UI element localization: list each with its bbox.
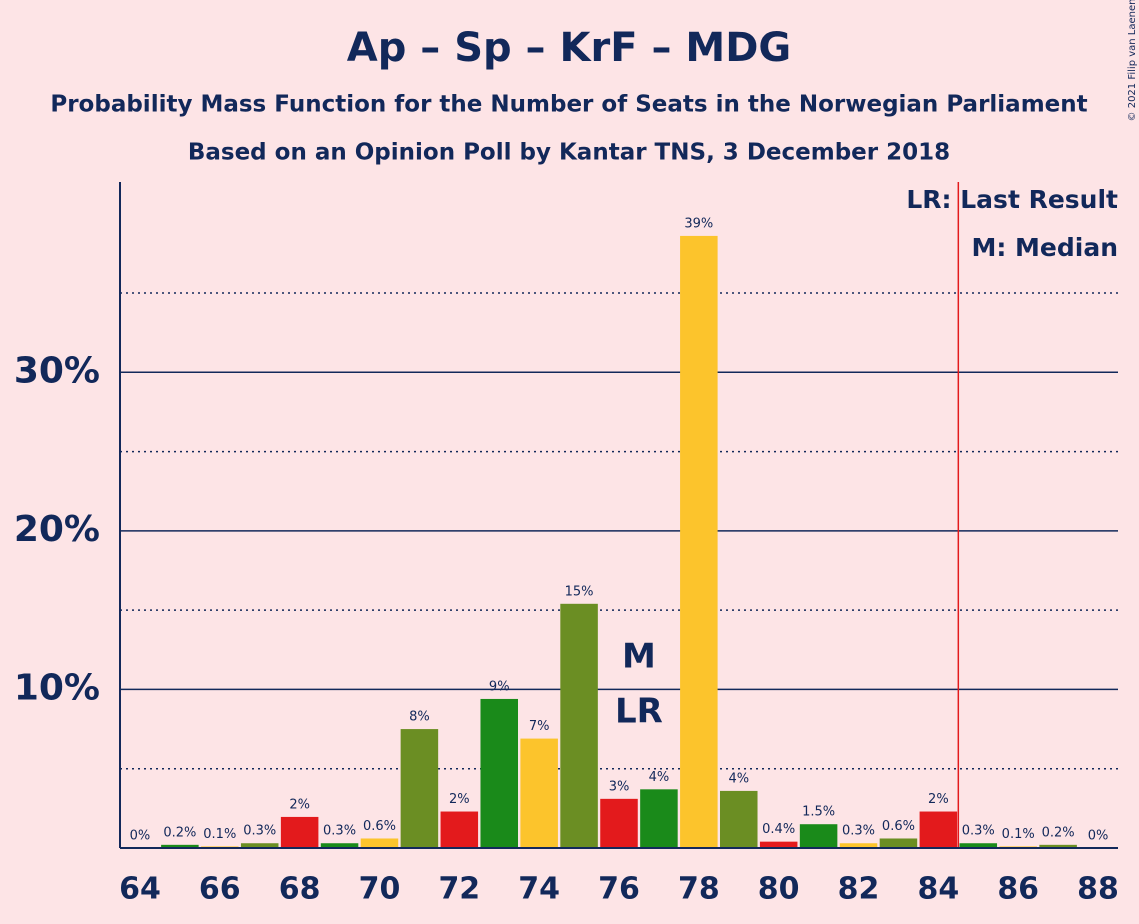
bar bbox=[280, 816, 319, 848]
bar bbox=[480, 698, 519, 848]
value-label: 0.2% bbox=[163, 825, 196, 840]
value-label: 9% bbox=[489, 679, 510, 694]
value-label: 0.3% bbox=[323, 824, 356, 839]
median-marker: M bbox=[622, 637, 656, 677]
value-label: 2% bbox=[289, 797, 310, 812]
value-label: 0.4% bbox=[762, 822, 795, 837]
value-label: 0.6% bbox=[363, 819, 396, 834]
bar bbox=[520, 738, 558, 848]
x-tick-label: 88 bbox=[1077, 872, 1119, 907]
value-label: 0.6% bbox=[882, 819, 915, 834]
chart-title: Ap – Sp – KrF – MDG bbox=[347, 25, 791, 71]
x-tick-label: 66 bbox=[199, 872, 241, 907]
chart-subtitle: Probability Mass Function for the Number… bbox=[50, 92, 1087, 118]
bar bbox=[440, 811, 479, 848]
bar bbox=[759, 841, 798, 848]
value-label: 2% bbox=[449, 792, 470, 807]
bar bbox=[1039, 844, 1077, 848]
value-label: 0.3% bbox=[962, 824, 995, 839]
x-tick-label: 64 bbox=[119, 872, 161, 907]
bar bbox=[400, 729, 439, 848]
y-tick-label: 10% bbox=[14, 667, 100, 708]
value-label: 4% bbox=[649, 770, 670, 785]
bar bbox=[799, 824, 838, 848]
value-label: 2% bbox=[928, 792, 949, 807]
x-tick-label: 68 bbox=[279, 872, 321, 907]
bar bbox=[839, 843, 878, 848]
x-tick-label: 84 bbox=[917, 872, 959, 907]
x-tick-label: 72 bbox=[438, 872, 480, 907]
value-label: 0.1% bbox=[203, 827, 236, 842]
bar bbox=[959, 843, 998, 848]
value-label: 0.1% bbox=[1002, 827, 1035, 842]
bar bbox=[600, 798, 638, 848]
x-tick-label: 86 bbox=[997, 872, 1039, 907]
bar bbox=[161, 844, 199, 848]
chart-subtitle: Based on an Opinion Poll by Kantar TNS, … bbox=[188, 140, 950, 166]
value-label: 0% bbox=[130, 829, 151, 844]
value-label: 0.2% bbox=[1042, 825, 1075, 840]
bar bbox=[360, 838, 399, 848]
bar bbox=[560, 603, 598, 848]
bar bbox=[640, 789, 678, 848]
bar bbox=[879, 838, 918, 848]
bar bbox=[320, 843, 359, 848]
x-tick-label: 74 bbox=[518, 872, 560, 907]
bar bbox=[240, 843, 279, 848]
value-label: 7% bbox=[529, 719, 550, 734]
copyright: © 2021 Filip van Laenen bbox=[1127, 0, 1138, 121]
legend-entry: M: Median bbox=[971, 233, 1118, 262]
value-label: 39% bbox=[684, 216, 713, 231]
bar bbox=[680, 235, 718, 848]
x-tick-label: 78 bbox=[678, 872, 720, 907]
value-label: 15% bbox=[565, 584, 594, 599]
bar bbox=[719, 790, 758, 848]
y-tick-label: 20% bbox=[14, 509, 100, 550]
value-label: 1.5% bbox=[802, 805, 835, 820]
bar bbox=[919, 811, 958, 848]
x-tick-label: 80 bbox=[758, 872, 800, 907]
x-tick-label: 82 bbox=[838, 872, 880, 907]
x-tick-label: 76 bbox=[598, 872, 640, 907]
legend-entry: LR: Last Result bbox=[906, 185, 1118, 214]
value-label: 3% bbox=[609, 779, 630, 794]
x-tick-label: 70 bbox=[359, 872, 401, 907]
value-label: 0% bbox=[1088, 829, 1109, 844]
value-label: 0.3% bbox=[243, 824, 276, 839]
value-label: 4% bbox=[728, 771, 749, 786]
value-label: 0.3% bbox=[842, 824, 875, 839]
value-label: 8% bbox=[409, 710, 430, 725]
last-result-marker: LR bbox=[615, 692, 663, 732]
y-tick-label: 30% bbox=[14, 350, 100, 391]
